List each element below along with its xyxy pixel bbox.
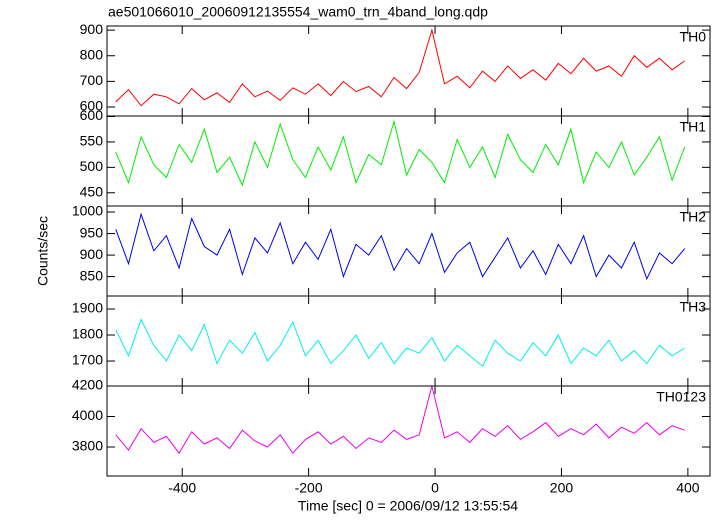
panel-label: TH0123 (656, 389, 706, 405)
panel-label: TH0 (680, 29, 707, 45)
x-tick-label: -400 (168, 480, 196, 496)
data-line (115, 28, 685, 107)
data-line (115, 385, 685, 454)
y-tick-label: 500 (80, 158, 104, 174)
y-tick-label: 800 (80, 46, 104, 62)
y-tick-label: 1800 (72, 326, 103, 342)
x-tick-label: 200 (550, 480, 574, 496)
y-tick-label: 900 (80, 246, 104, 262)
panel-frame (106, 25, 711, 117)
y-tick-label: 600 (80, 98, 104, 114)
y-tick-label: 450 (80, 183, 104, 199)
panel-frame (106, 385, 711, 477)
panel-frame (106, 295, 711, 387)
y-tick-label: 950 (80, 224, 104, 240)
data-line (115, 212, 686, 281)
panel-label: TH2 (680, 209, 707, 225)
y-axis-label: Counts/sec (35, 216, 51, 286)
panel-label: TH1 (680, 119, 707, 135)
y-tick-label: 1900 (72, 300, 103, 316)
y-tick-label: 4000 (72, 407, 103, 423)
data-line (115, 119, 686, 187)
y-tick-label: 700 (80, 72, 104, 88)
y-tick-label: 4200 (72, 377, 103, 393)
x-tick-label: 0 (431, 480, 439, 496)
y-tick-label: 600 (80, 107, 104, 123)
x-tick-label: 400 (676, 480, 700, 496)
y-tick-label: 850 (80, 267, 104, 283)
panel-frame (106, 115, 711, 207)
x-axis-label: Time [sec] 0 = 2006/09/12 13:55:54 (298, 498, 518, 514)
x-tick-label: -200 (295, 480, 323, 496)
panel-label: TH3 (680, 299, 707, 315)
chart-title: ae501066010_20060912135554_wam0_trn_4ban… (108, 4, 488, 20)
data-line (115, 318, 685, 367)
y-tick-label: 1000 (72, 203, 103, 219)
y-tick-label: 1700 (72, 352, 103, 368)
y-tick-label: 3800 (72, 438, 103, 454)
y-tick-label: 550 (80, 133, 104, 149)
y-tick-label: 900 (80, 21, 104, 37)
